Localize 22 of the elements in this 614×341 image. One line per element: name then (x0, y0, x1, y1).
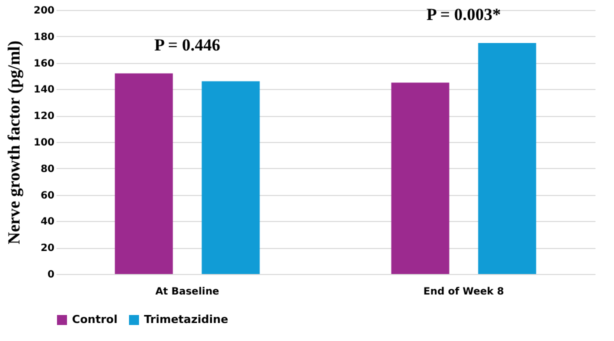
legend-label: Trimetazidine (144, 313, 228, 326)
y-tick-label: 20 (40, 243, 55, 254)
y-tick-label: 200 (34, 6, 55, 16)
y-tick-label: 60 (40, 190, 55, 202)
bar (391, 82, 450, 274)
y-tick-label: 140 (34, 84, 55, 96)
y-tick-label: 120 (34, 111, 55, 122)
y-tick-label: 80 (40, 164, 55, 175)
bar (114, 73, 173, 274)
y-tick-label: 160 (34, 58, 55, 70)
bar (202, 81, 260, 274)
x-tick-label: At Baseline (155, 286, 220, 298)
y-tick-label: 40 (40, 216, 55, 228)
annotation: P = 0.446 (154, 35, 220, 54)
y-tick-label: 180 (34, 32, 55, 43)
y-tick-label: 100 (34, 138, 55, 148)
y-tick-label: 0 (48, 270, 55, 280)
annotation: P = 0.003* (426, 5, 501, 24)
x-tick-label: End of Week 8 (423, 286, 504, 298)
y-axis-title: Nerve growth factor (pg/ml) (4, 40, 24, 244)
legend-label: Control (72, 313, 118, 326)
bar (478, 43, 536, 274)
